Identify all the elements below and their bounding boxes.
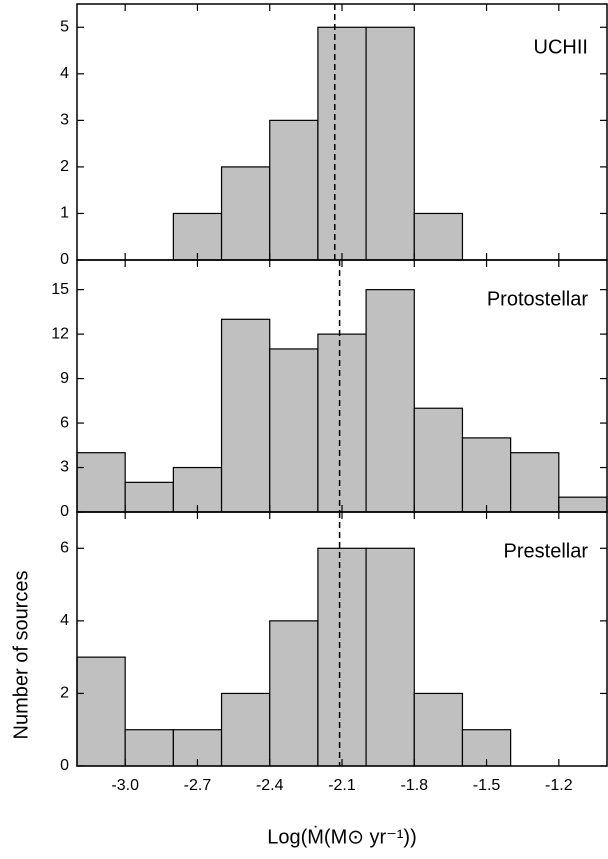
- bar: [220, 692, 271, 767]
- bar: [172, 212, 223, 261]
- x-axis-label: Log(Ṁ(M⊙ yr⁻¹)): [267, 825, 417, 848]
- y-tick-label: 2: [60, 158, 69, 175]
- panel-label: Protostellar: [487, 288, 588, 310]
- bar: [558, 496, 608, 513]
- x-tick-label: -2.4: [256, 777, 284, 794]
- bar: [124, 481, 174, 513]
- y-tick-label: 6: [60, 414, 69, 431]
- y-tick-label: 15: [51, 281, 69, 298]
- x-tick-label: -1.5: [473, 777, 501, 794]
- y-tick-label: 9: [60, 370, 69, 387]
- bar: [317, 333, 367, 513]
- x-tick-label: -3.0: [111, 777, 139, 794]
- bar: [76, 452, 126, 513]
- bar: [220, 166, 271, 261]
- bar: [365, 289, 415, 513]
- y-tick-label: 2: [60, 685, 69, 702]
- bar: [365, 547, 415, 767]
- bar: [317, 26, 367, 261]
- y-tick-label: 0: [60, 757, 69, 774]
- bar: [413, 692, 464, 767]
- bar: [461, 437, 512, 513]
- y-tick-label: 3: [60, 459, 69, 476]
- y-tick-label: 6: [60, 540, 69, 557]
- y-tick-label: 4: [60, 612, 69, 629]
- bar: [365, 26, 415, 261]
- bar: [317, 547, 367, 767]
- bar: [269, 348, 319, 513]
- panel-label: Prestellar: [504, 540, 589, 562]
- y-tick-label: 5: [60, 18, 69, 35]
- bar: [76, 656, 126, 767]
- panel-label: UCHII: [534, 36, 588, 58]
- x-tick-label: -2.7: [184, 777, 212, 794]
- y-tick-label: 0: [60, 503, 69, 520]
- bar: [269, 119, 319, 261]
- y-tick-label: 4: [60, 65, 69, 82]
- y-tick-label: 3: [60, 112, 69, 129]
- bar: [413, 212, 464, 261]
- x-tick-label: -1.2: [545, 777, 573, 794]
- y-axis-label: Number of sources: [10, 571, 32, 740]
- x-tick-label: -2.1: [328, 777, 356, 794]
- bar: [269, 620, 319, 767]
- bar: [510, 452, 560, 513]
- x-tick-label: -1.8: [400, 777, 428, 794]
- bar: [413, 407, 464, 513]
- y-tick-label: 0: [60, 251, 69, 268]
- y-tick-label: 1: [60, 205, 69, 222]
- bar: [124, 729, 174, 767]
- bar: [220, 318, 271, 513]
- y-tick-label: 12: [51, 325, 69, 342]
